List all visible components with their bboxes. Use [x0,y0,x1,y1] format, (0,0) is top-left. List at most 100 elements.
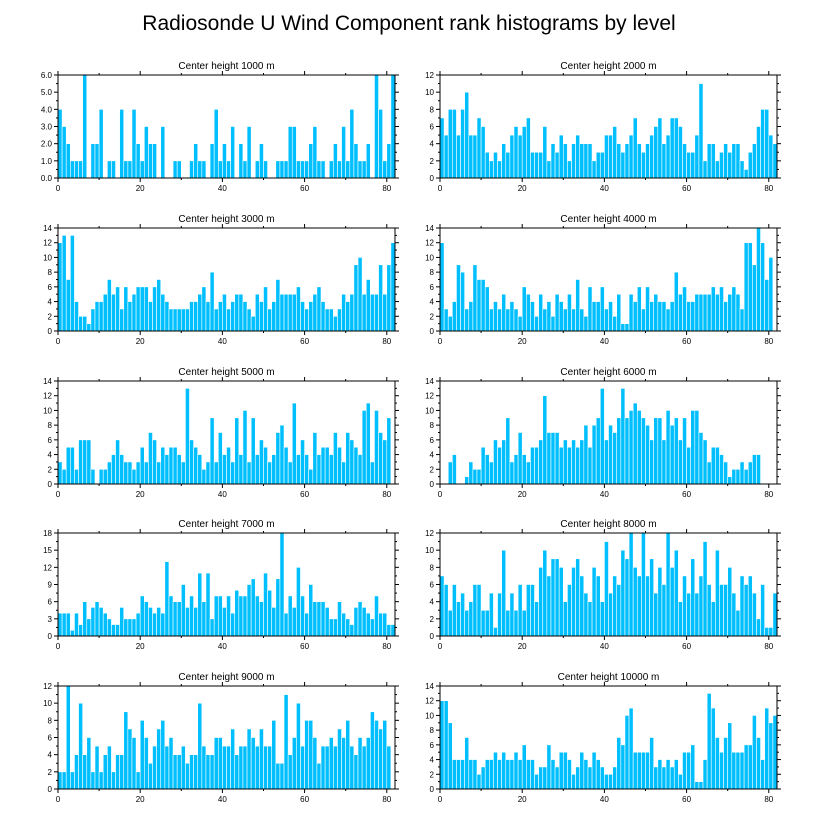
bar [472,264,478,332]
bar [275,160,281,179]
bar [669,301,675,332]
bar [390,242,396,332]
bar [197,454,203,485]
bar [752,264,757,332]
bar [222,143,227,179]
x-tick-label: 40 [218,642,227,651]
bar [628,293,634,332]
bar [653,417,659,485]
bar [341,737,346,790]
bar [160,446,166,485]
bar [727,151,733,179]
bar [456,264,461,332]
bar [324,607,330,637]
y-tick-label: 6 [48,283,53,292]
panels: Center height 1000 m 0.0 1.0 2.0 3.0 4.0 5.0 6.… [41,61,781,804]
bar [152,745,157,790]
bar [123,461,129,485]
bar [484,286,490,332]
bar [127,160,133,179]
bar [525,461,531,485]
bar [546,301,552,332]
bar [185,388,190,485]
bar [185,308,190,332]
bar [579,439,585,485]
bar [727,567,733,637]
bar [160,293,166,332]
bar [382,439,388,485]
bar [119,454,125,485]
bar [743,169,749,179]
y-tick-label: 12 [425,71,434,80]
bar [275,762,281,790]
bar [230,301,236,332]
bar [632,567,638,637]
bar [768,722,774,790]
bar [168,308,174,332]
bar [747,151,753,179]
bar [534,446,539,485]
bar [587,446,593,485]
bar [513,454,519,485]
x-tick-label: 40 [218,184,227,193]
bar [743,584,749,637]
bar [193,446,199,485]
bar [180,308,186,332]
bar [468,759,474,790]
bar [497,446,502,485]
bar [189,754,194,790]
bar [628,532,634,637]
bar [657,301,663,332]
bar [542,549,548,637]
bar [283,160,289,179]
x-tick-label: 80 [764,642,773,651]
bar [337,160,342,179]
bar [213,461,219,485]
bar [267,745,273,790]
bar [148,143,153,179]
bar [102,293,108,332]
bar [74,468,79,485]
bar [768,134,774,179]
bar [620,151,626,179]
y-tick-label: 2 [430,770,435,779]
bar [554,151,560,179]
bar [259,301,264,332]
bar [764,627,770,637]
bar [702,160,708,179]
bar [378,728,383,790]
bar [546,432,552,485]
bar [267,308,273,332]
bar [98,109,104,179]
figure-title: Radiosonde U Wind Component rank histogr… [142,12,675,35]
bar [501,549,507,637]
bar [382,720,388,790]
bar [669,567,675,637]
bar [497,308,502,332]
x-tick-label: 40 [600,795,609,804]
bar [349,745,355,790]
bar [119,109,125,179]
bar [567,293,572,332]
bar [719,751,724,790]
bar [316,454,322,485]
bar [61,771,67,790]
x-tick-label: 40 [600,490,609,499]
bar [345,432,351,485]
bar [357,737,363,790]
bar [653,766,659,790]
x-tick-label: 60 [682,490,691,499]
bar [464,737,470,790]
bar [694,293,700,332]
y-tick-label: 0 [430,785,435,794]
panel-3: Center height 3000 m 0 2 4 6 8 10 12 14 0 20 40 60 80 [43,214,399,346]
y-tick-label: 6 [430,283,435,292]
bar [320,160,326,179]
y-tick-label: 4 [430,298,435,307]
bar [702,293,708,332]
panel-6: Center height 6000 m 0 2 4 6 8 10 12 14 0 20 40 60 80 [425,367,781,499]
bar [230,126,236,179]
bar [222,454,227,485]
bars [57,388,392,485]
